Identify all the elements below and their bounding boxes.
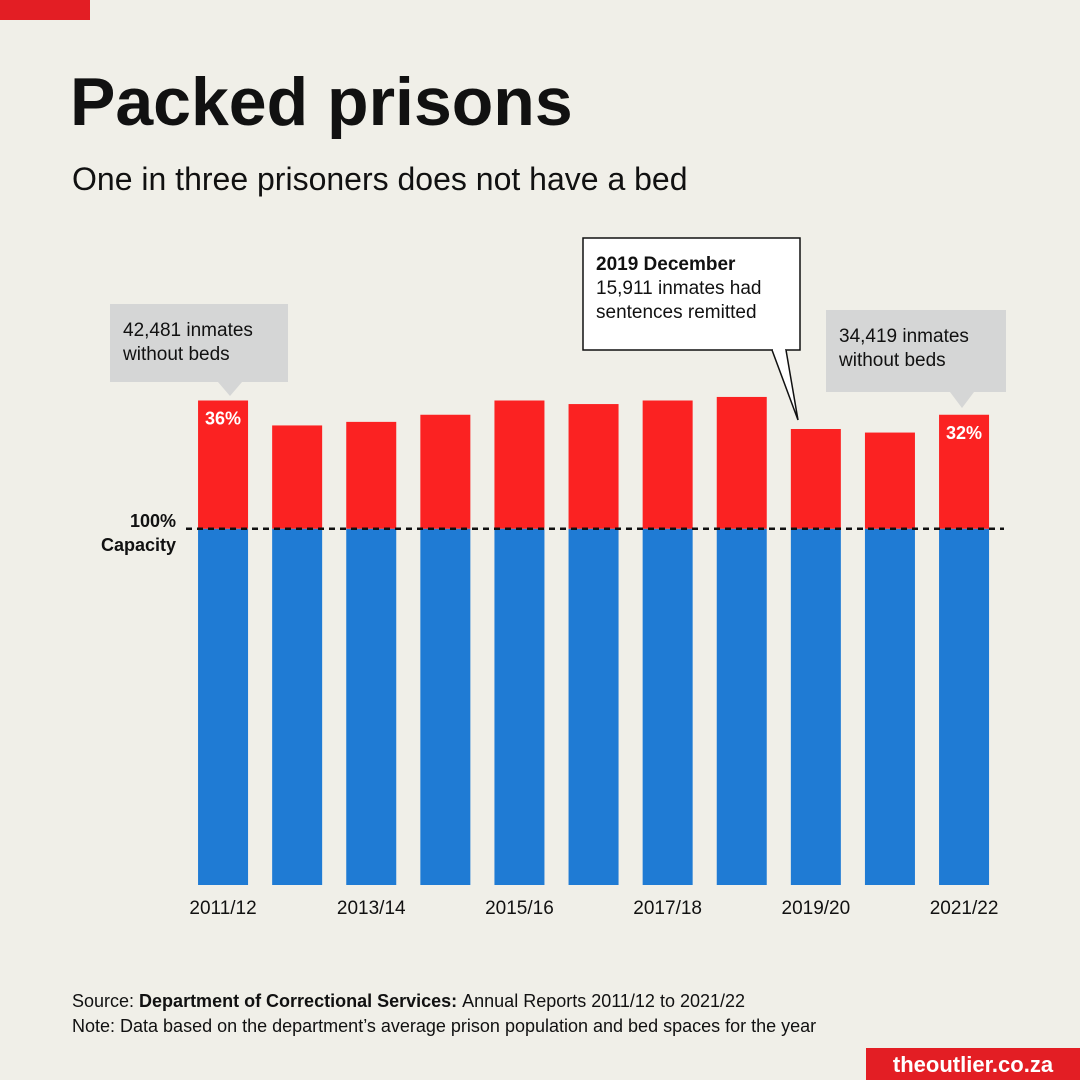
annotation-pointer bbox=[771, 349, 799, 421]
annotation-box bbox=[582, 237, 801, 351]
bar-segment bbox=[420, 414, 471, 529]
capacity-label: 100% bbox=[130, 511, 176, 531]
bar-segment bbox=[716, 396, 767, 529]
x-tick-label: 2011/12 bbox=[189, 898, 256, 919]
annotation-pointer bbox=[218, 382, 242, 396]
annotation-text: without beds bbox=[838, 350, 946, 371]
annotation: 2019 December 15,911 inmates had sentences… bbox=[582, 237, 801, 421]
x-tick-label: 2021/22 bbox=[930, 898, 999, 919]
bar-segment bbox=[272, 425, 323, 529]
bar-segment bbox=[272, 528, 323, 885]
annotation: 34,419 inmates without beds bbox=[826, 310, 1006, 408]
bar-segment bbox=[642, 528, 693, 885]
source-text: Annual Reports 2011/12 to 2021/22 bbox=[462, 991, 745, 1011]
bar-segment bbox=[420, 528, 471, 885]
bar-segment bbox=[790, 528, 841, 885]
annotation-text: 42,481 inmates bbox=[123, 320, 253, 341]
bar-segment bbox=[790, 429, 841, 529]
source-org: Department of Correctional Services: bbox=[139, 991, 457, 1011]
x-tick-label: 2015/16 bbox=[485, 898, 554, 919]
bar-segment bbox=[864, 432, 915, 529]
note: Note: Data based on the department’s ave… bbox=[72, 1016, 816, 1036]
bar-segment bbox=[346, 528, 397, 885]
annotation-text: sentences remitted bbox=[596, 302, 757, 323]
bar-segment bbox=[198, 528, 249, 885]
bar-segment bbox=[568, 404, 619, 529]
annotation-box bbox=[826, 310, 1006, 392]
annotation-text: 15,911 inmates had bbox=[596, 278, 762, 299]
data-label: 36% bbox=[205, 409, 241, 429]
brand-box bbox=[866, 1048, 1080, 1080]
annotation: 42,481 inmates without beds bbox=[110, 304, 288, 396]
brand: theoutlier.co.za bbox=[893, 1052, 1054, 1077]
bar-segment bbox=[864, 528, 915, 885]
bar-segment bbox=[939, 414, 990, 529]
annotation-pointer bbox=[950, 392, 974, 408]
bar-segment bbox=[346, 421, 397, 529]
capacity-label: Capacity bbox=[101, 535, 176, 555]
chart-title: Packed prisons bbox=[70, 64, 573, 140]
annotation-text: 34,419 inmates bbox=[839, 326, 969, 347]
x-tick-label: 2019/20 bbox=[782, 898, 851, 919]
accent-bar bbox=[0, 0, 90, 20]
source-label: Source: bbox=[72, 991, 134, 1011]
bar-segment bbox=[494, 528, 545, 885]
bar-segment bbox=[568, 528, 619, 885]
bar-segment bbox=[198, 400, 249, 529]
chart-subtitle: One in three prisoners does not have a b… bbox=[72, 161, 688, 197]
data-label: 32% bbox=[946, 423, 982, 443]
bar-segment bbox=[494, 400, 545, 529]
x-tick-label: 2013/14 bbox=[337, 898, 406, 919]
bar-segment bbox=[939, 528, 990, 885]
annotation-title: 2019 December bbox=[596, 254, 736, 275]
bar-segment bbox=[642, 400, 693, 529]
annotation-text: without beds bbox=[122, 344, 230, 365]
x-tick-label: 2017/18 bbox=[633, 898, 702, 919]
source: Source: Department of Correctional Servic… bbox=[72, 991, 745, 1011]
annotation-box bbox=[110, 304, 288, 382]
bar-segment bbox=[716, 528, 767, 885]
